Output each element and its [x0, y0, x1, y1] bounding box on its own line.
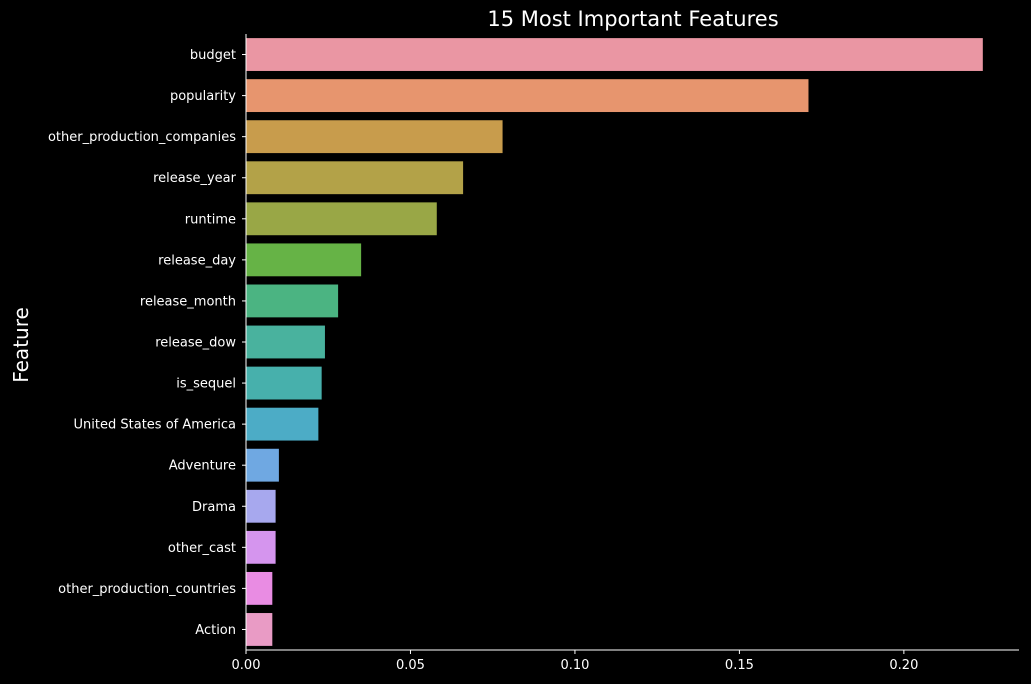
- x-tick-label: 0.20: [889, 658, 918, 673]
- bars-group: [246, 38, 983, 646]
- chart-title: 15 Most Important Features: [487, 7, 778, 31]
- bar-is-sequel: [246, 366, 322, 400]
- x-tick-label: 0.10: [560, 658, 589, 673]
- bar-united-states-of-america: [246, 407, 319, 441]
- y-tick-label: Action: [195, 623, 236, 638]
- bar-other-production-countries: [246, 571, 273, 605]
- bar-other-production-companies: [246, 120, 503, 154]
- bar-popularity: [246, 79, 809, 113]
- y-tick-label: release_year: [153, 171, 237, 186]
- y-tick-label: other_production_companies: [48, 130, 236, 145]
- y-tick-label: release_day: [158, 253, 236, 268]
- y-tick-label: release_month: [140, 294, 236, 309]
- y-tick-label: United States of America: [74, 418, 236, 433]
- bar-other-cast: [246, 530, 276, 564]
- y-tick-label: release_dow: [155, 336, 236, 351]
- y-axis-label: Feature: [9, 307, 33, 383]
- bar-runtime: [246, 202, 437, 236]
- y-tick-label: Adventure: [169, 459, 236, 474]
- x-ticks: 0.00 0.05 0.10 0.15 0.20: [232, 650, 918, 673]
- bar-action: [246, 613, 273, 646]
- y-tick-labels: budget popularity other_production_compani…: [48, 48, 246, 638]
- x-tick-label: 0.15: [725, 658, 754, 673]
- bar-release-year: [246, 161, 464, 195]
- y-tick-label: other_production_countries: [58, 582, 236, 597]
- bar-budget: [246, 38, 983, 71]
- bar-drama: [246, 489, 276, 523]
- y-tick-label: other_cast: [168, 541, 236, 556]
- y-tick-label: budget: [190, 48, 236, 63]
- y-tick-label: Drama: [192, 500, 236, 515]
- x-tick-label: 0.05: [396, 658, 425, 673]
- bar-release-dow: [246, 325, 325, 359]
- bar-release-day: [246, 243, 362, 277]
- bar-release-month: [246, 284, 339, 318]
- x-tick-label: 0.00: [232, 658, 261, 673]
- bar-adventure: [246, 448, 279, 482]
- y-tick-label: runtime: [185, 212, 236, 227]
- y-tick-label: popularity: [170, 89, 236, 104]
- y-tick-label: is_sequel: [176, 377, 236, 392]
